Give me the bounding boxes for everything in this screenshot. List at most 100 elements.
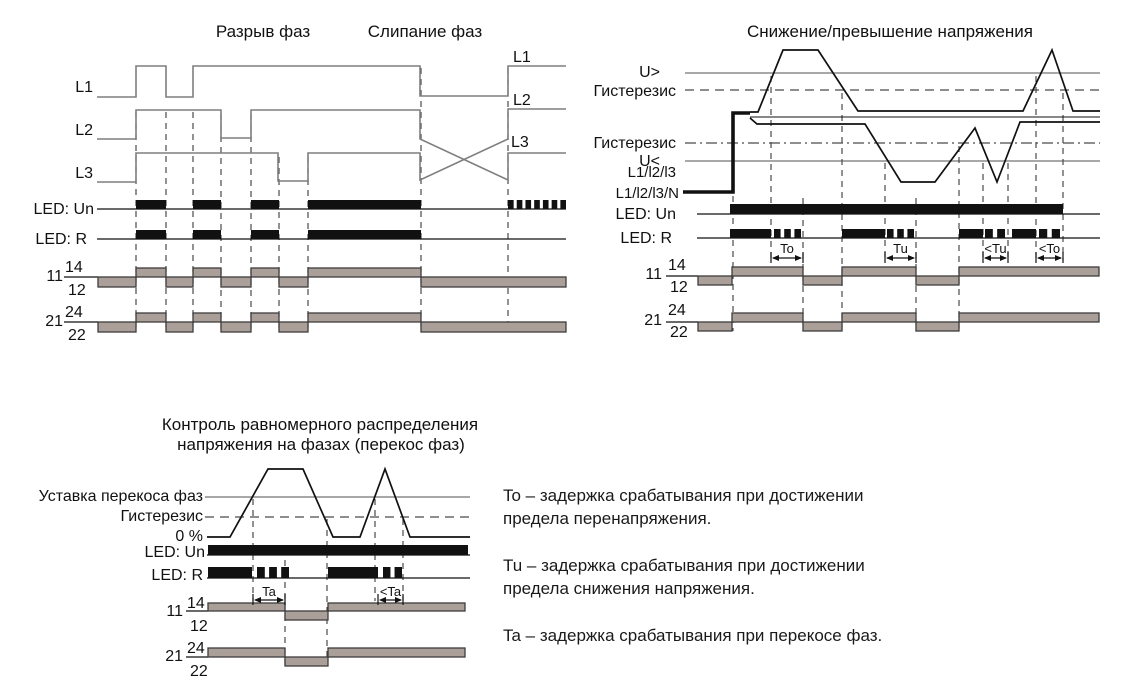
title-phase-break: Разрыв фаз — [216, 22, 311, 41]
contact-closed-bar — [135, 267, 167, 278]
arrowhead-left-icon — [254, 597, 261, 603]
contact-closed-bar — [192, 312, 222, 323]
led-label: LED: Un — [145, 544, 205, 561]
contact-open-bar — [165, 321, 194, 333]
arrowhead-left-icon — [772, 255, 779, 261]
arrowhead-right-icon — [795, 255, 802, 261]
marker-to: To — [770, 241, 804, 263]
signal-l3 — [97, 108, 566, 183]
led-on-bar — [251, 200, 279, 209]
led-blink-bar — [774, 229, 781, 238]
arrowhead-right-icon — [277, 597, 284, 603]
led-on-bar — [308, 230, 421, 239]
led-blink-bar — [525, 200, 532, 209]
contact-closed-bar — [207, 647, 286, 658]
led-blink-bar — [516, 200, 523, 209]
marker-lt-tu: <Tu — [982, 241, 1009, 263]
arrowhead-left-icon — [984, 255, 991, 261]
led-label: LED: R — [35, 231, 87, 248]
title-phase-stick: Слипание фаз — [368, 22, 483, 41]
led-label: LED: R — [620, 230, 672, 247]
led-un-row: LED: Un — [145, 544, 470, 561]
contact-open-bar — [697, 275, 733, 286]
label-l1-right: L1 — [513, 49, 531, 66]
terminal-no-label: 24 — [65, 304, 83, 321]
led-blink-bar — [269, 567, 277, 578]
contact-open-bar — [420, 321, 567, 333]
title-voltage: Снижение/превышение напряжения — [747, 22, 1033, 41]
led-label: LED: R — [151, 567, 203, 584]
arrowhead-left-icon — [886, 255, 893, 261]
marker-label: <To — [1039, 241, 1060, 256]
led-on-bar — [208, 545, 468, 555]
led-blink-bar — [508, 200, 514, 209]
trace-overvoltage — [750, 47, 1100, 113]
led-blink-bar — [257, 567, 265, 578]
label-hysteresis-upper: Гистерезис — [594, 83, 676, 100]
contact-closed-bar — [250, 267, 280, 278]
label-l123: L1/l2/l3 — [628, 164, 676, 181]
led-on-bar — [308, 200, 421, 209]
marker-lt-to: <To — [1035, 241, 1064, 263]
led-label: LED: Un — [616, 206, 676, 223]
imbalance-diagram: LED: Un LED: R 11 14 12 21 24 22 Ta <Ta Контроль р… — [39, 415, 478, 680]
notes-block: To – задержка срабатывания при достижени… — [503, 484, 893, 671]
label-zero: 0 % — [175, 528, 203, 545]
contact-open-bar — [97, 321, 137, 333]
led-blink-bar — [551, 200, 558, 209]
marker-tu: Tu — [884, 241, 917, 263]
contact-open-bar — [278, 321, 309, 333]
led-r-row: LED: R — [151, 567, 470, 584]
marker-label: To — [780, 241, 794, 256]
led-un-row: LED: Un — [34, 200, 566, 218]
label-l2-right: L2 — [513, 92, 531, 109]
terminal-nc-label: 22 — [190, 663, 208, 680]
arrowhead-left-icon — [1037, 255, 1044, 261]
led-blink-bar — [394, 567, 402, 578]
terminal-nc-label: 22 — [670, 324, 688, 341]
arrowhead-left-icon — [379, 597, 386, 603]
led-on-bar — [730, 229, 771, 238]
led-blink-bar — [784, 229, 791, 238]
trace-undervoltage — [749, 117, 1100, 185]
led-on-bar — [1012, 229, 1036, 238]
led-blink-bar — [997, 229, 1005, 238]
led-blink-bar — [383, 567, 391, 578]
note-to: To – задержка срабатывания при достижени… — [503, 486, 864, 528]
terminal-common-label: 21 — [45, 313, 63, 330]
led-blink-bar — [897, 229, 904, 238]
led-on-bar — [193, 200, 221, 209]
label-u-under: U< — [639, 153, 660, 170]
led-blink-bar — [281, 567, 289, 578]
led-blink-bar — [1051, 229, 1060, 238]
contact-open-bar — [220, 276, 252, 288]
led-on-bar — [136, 230, 166, 239]
signal-l2 — [97, 109, 566, 182]
contact-closed-bar — [207, 602, 286, 612]
contact-open-bar — [802, 321, 843, 332]
contact-closed-bar — [327, 647, 466, 658]
marker-label: <Tu — [984, 241, 1006, 256]
contact-closed-bar — [841, 312, 917, 323]
label-l3-left: L3 — [75, 165, 93, 182]
terminal-common-label: 21 — [165, 648, 183, 665]
title-imbalance-1: Контроль равномерного распределения — [162, 415, 478, 434]
led-un-row: LED: Un — [616, 204, 1100, 223]
label-hysteresis-lower: Гистерезис — [594, 135, 676, 152]
arrowhead-right-icon — [1000, 255, 1007, 261]
terminal-common-label: 11 — [166, 603, 183, 620]
label-l2-left: L2 — [75, 122, 93, 139]
arrowhead-right-icon — [908, 255, 915, 261]
led-blink-bar — [887, 229, 894, 238]
terminal-no-label: 14 — [65, 259, 83, 276]
contact-closed-bar — [135, 312, 167, 323]
terminal-common-label: 11 — [46, 268, 63, 285]
led-on-bar — [842, 229, 885, 238]
label-l1-left: L1 — [75, 79, 93, 96]
